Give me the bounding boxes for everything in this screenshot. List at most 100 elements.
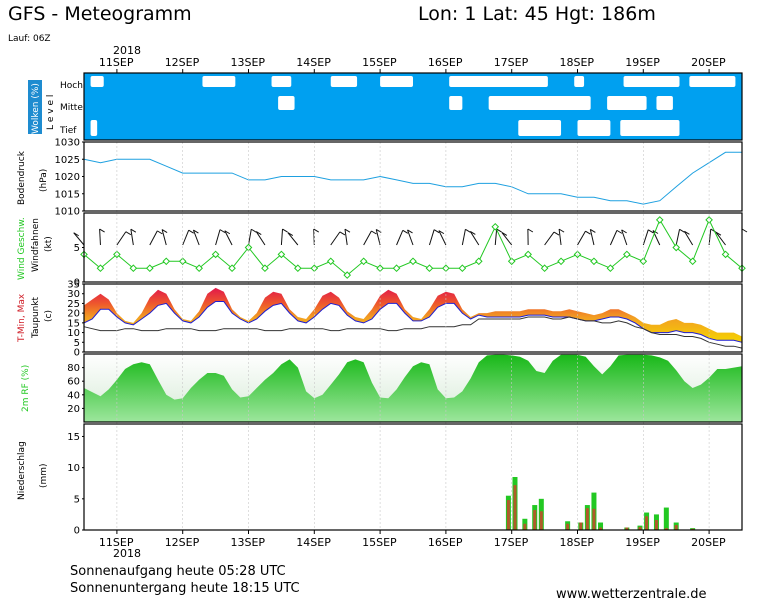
- date-label: 15SEP: [362, 536, 397, 549]
- cloud-clear-patch: [574, 76, 585, 87]
- wind-point: [606, 264, 615, 273]
- panel-frame: [83, 353, 743, 423]
- wind-barb: [675, 229, 681, 246]
- cloud-panel: Hoch Mittel Tief Wolken (%) L e v e l: [28, 73, 742, 140]
- tick-label: 10: [67, 463, 80, 474]
- date-label: 20SEP: [691, 536, 726, 549]
- precip-bar-brown: [664, 528, 668, 530]
- cloud-clear-patches: [90, 76, 736, 136]
- tick-label: 1020: [55, 172, 80, 183]
- date-label: 20SEP: [691, 56, 726, 69]
- wind-point: [343, 271, 352, 279]
- wind-barb-flag: [161, 229, 168, 233]
- wind-barb-flag: [287, 232, 294, 236]
- date-label: 18SEP: [560, 536, 595, 549]
- wind-barb: [501, 232, 513, 246]
- year-label-top: 2018: [113, 44, 141, 57]
- wind-barb-flag: [255, 231, 262, 236]
- humidity-tick-labels: 20 40 60 80: [67, 363, 84, 415]
- wind-barb-flag: [465, 228, 471, 233]
- wind-barb: [363, 230, 372, 246]
- wind-barb: [99, 228, 101, 246]
- wind-barb-flag: [558, 228, 565, 233]
- humidity-axis-label: 2m RF (%): [21, 365, 31, 412]
- tick-label: 60: [67, 377, 80, 388]
- wind-point: [195, 264, 203, 273]
- wind-barb: [428, 229, 435, 246]
- wind-point: [557, 257, 565, 266]
- precip-bar-brown: [585, 508, 589, 530]
- wind-barb: [182, 229, 190, 246]
- cloud-axis-label: Wolken (%): [31, 83, 41, 134]
- wind-barb: [375, 229, 381, 246]
- wind-barb-flag: [621, 229, 627, 234]
- date-labels-bottom: 11SEP 12SEP 13SEP 14SEP 15SEP 16SEP 17SEP 18SEP…: [99, 536, 726, 549]
- cloud-axis-label-bg: [28, 80, 42, 134]
- wind-point: [672, 243, 681, 252]
- date-label: 14SEP: [296, 536, 331, 549]
- cloud-clear-patch: [90, 76, 104, 87]
- chart-title: GFS - Meteogramm: [8, 3, 192, 25]
- precipitation-tick-labels: 0 5 10 15: [67, 432, 84, 537]
- tick-label: 10: [67, 328, 80, 339]
- wind-point: [540, 264, 549, 273]
- tick-label: 20: [67, 309, 80, 320]
- wind-barb: [280, 229, 284, 246]
- date-label: 16SEP: [428, 536, 463, 549]
- tick-label: 40: [67, 390, 80, 401]
- wind-point: [211, 250, 220, 259]
- tick-label: 1030: [55, 138, 80, 149]
- precip-bar-brown: [506, 500, 510, 530]
- precip-bar-brown: [599, 527, 603, 530]
- wind-barb: [589, 229, 595, 246]
- wind-barb: [149, 230, 158, 246]
- panel-frames: [83, 72, 743, 531]
- wind-barb-flag: [433, 229, 440, 234]
- precip-bar-brown: [592, 508, 596, 530]
- precip-bar: [663, 507, 669, 530]
- wind-barb-flag: [585, 230, 591, 235]
- cloud-clear-patch: [689, 76, 736, 87]
- wind-barb: [407, 229, 414, 246]
- cloud-clear-patch: [620, 120, 680, 136]
- wind-barb: [683, 231, 694, 246]
- wind-unit-label: (kt): [44, 236, 54, 252]
- temperature-unit-label: (c): [44, 310, 54, 322]
- pressure-panel: 1010 1015 1020 1025 1030 Bodendruck (hPa): [17, 138, 742, 218]
- precipitation-unit-label: (mm): [39, 463, 49, 488]
- wind-barb: [715, 231, 726, 246]
- tick-label: 1015: [55, 189, 80, 200]
- cloud-clear-patch: [656, 96, 673, 110]
- wind-barb-flag: [130, 228, 137, 233]
- cloud-level-low: Tief: [59, 126, 77, 136]
- tick-label: 80: [67, 363, 80, 374]
- date-label: 19SEP: [625, 536, 660, 549]
- precipitation-bars: [505, 477, 696, 530]
- wind-barb-flag: [371, 230, 377, 235]
- wind-point: [178, 257, 187, 266]
- wind-point: [425, 264, 434, 273]
- date-labels-top: 11SEP 12SEP 13SEP 14SEP 15SEP 16SEP 17SEP 18SEP…: [99, 56, 726, 69]
- wind-barb: [287, 232, 299, 246]
- wind-point: [491, 222, 500, 231]
- wind-point: [228, 264, 236, 273]
- panel-frame: [83, 283, 743, 353]
- wind-point: [326, 257, 335, 266]
- wind-barb-flag: [344, 228, 351, 233]
- wind-point: [474, 257, 483, 266]
- wind-barb: [130, 229, 134, 246]
- wind-barb-flag: [224, 230, 231, 235]
- cloud-clear-patch: [90, 120, 98, 136]
- wind-barb-flag: [715, 231, 722, 236]
- cloud-level-mid: Mittel: [60, 103, 85, 113]
- wind-point: [655, 216, 664, 224]
- date-label: 15SEP: [362, 56, 397, 69]
- wind-barb-flag: [73, 232, 79, 237]
- wind-barb-flag: [339, 231, 346, 236]
- wind-barb-flag: [470, 231, 476, 235]
- wind-barb: [255, 231, 266, 246]
- wind-point: [688, 257, 697, 266]
- wind-point: [442, 264, 450, 273]
- tick-label: 20: [67, 404, 80, 415]
